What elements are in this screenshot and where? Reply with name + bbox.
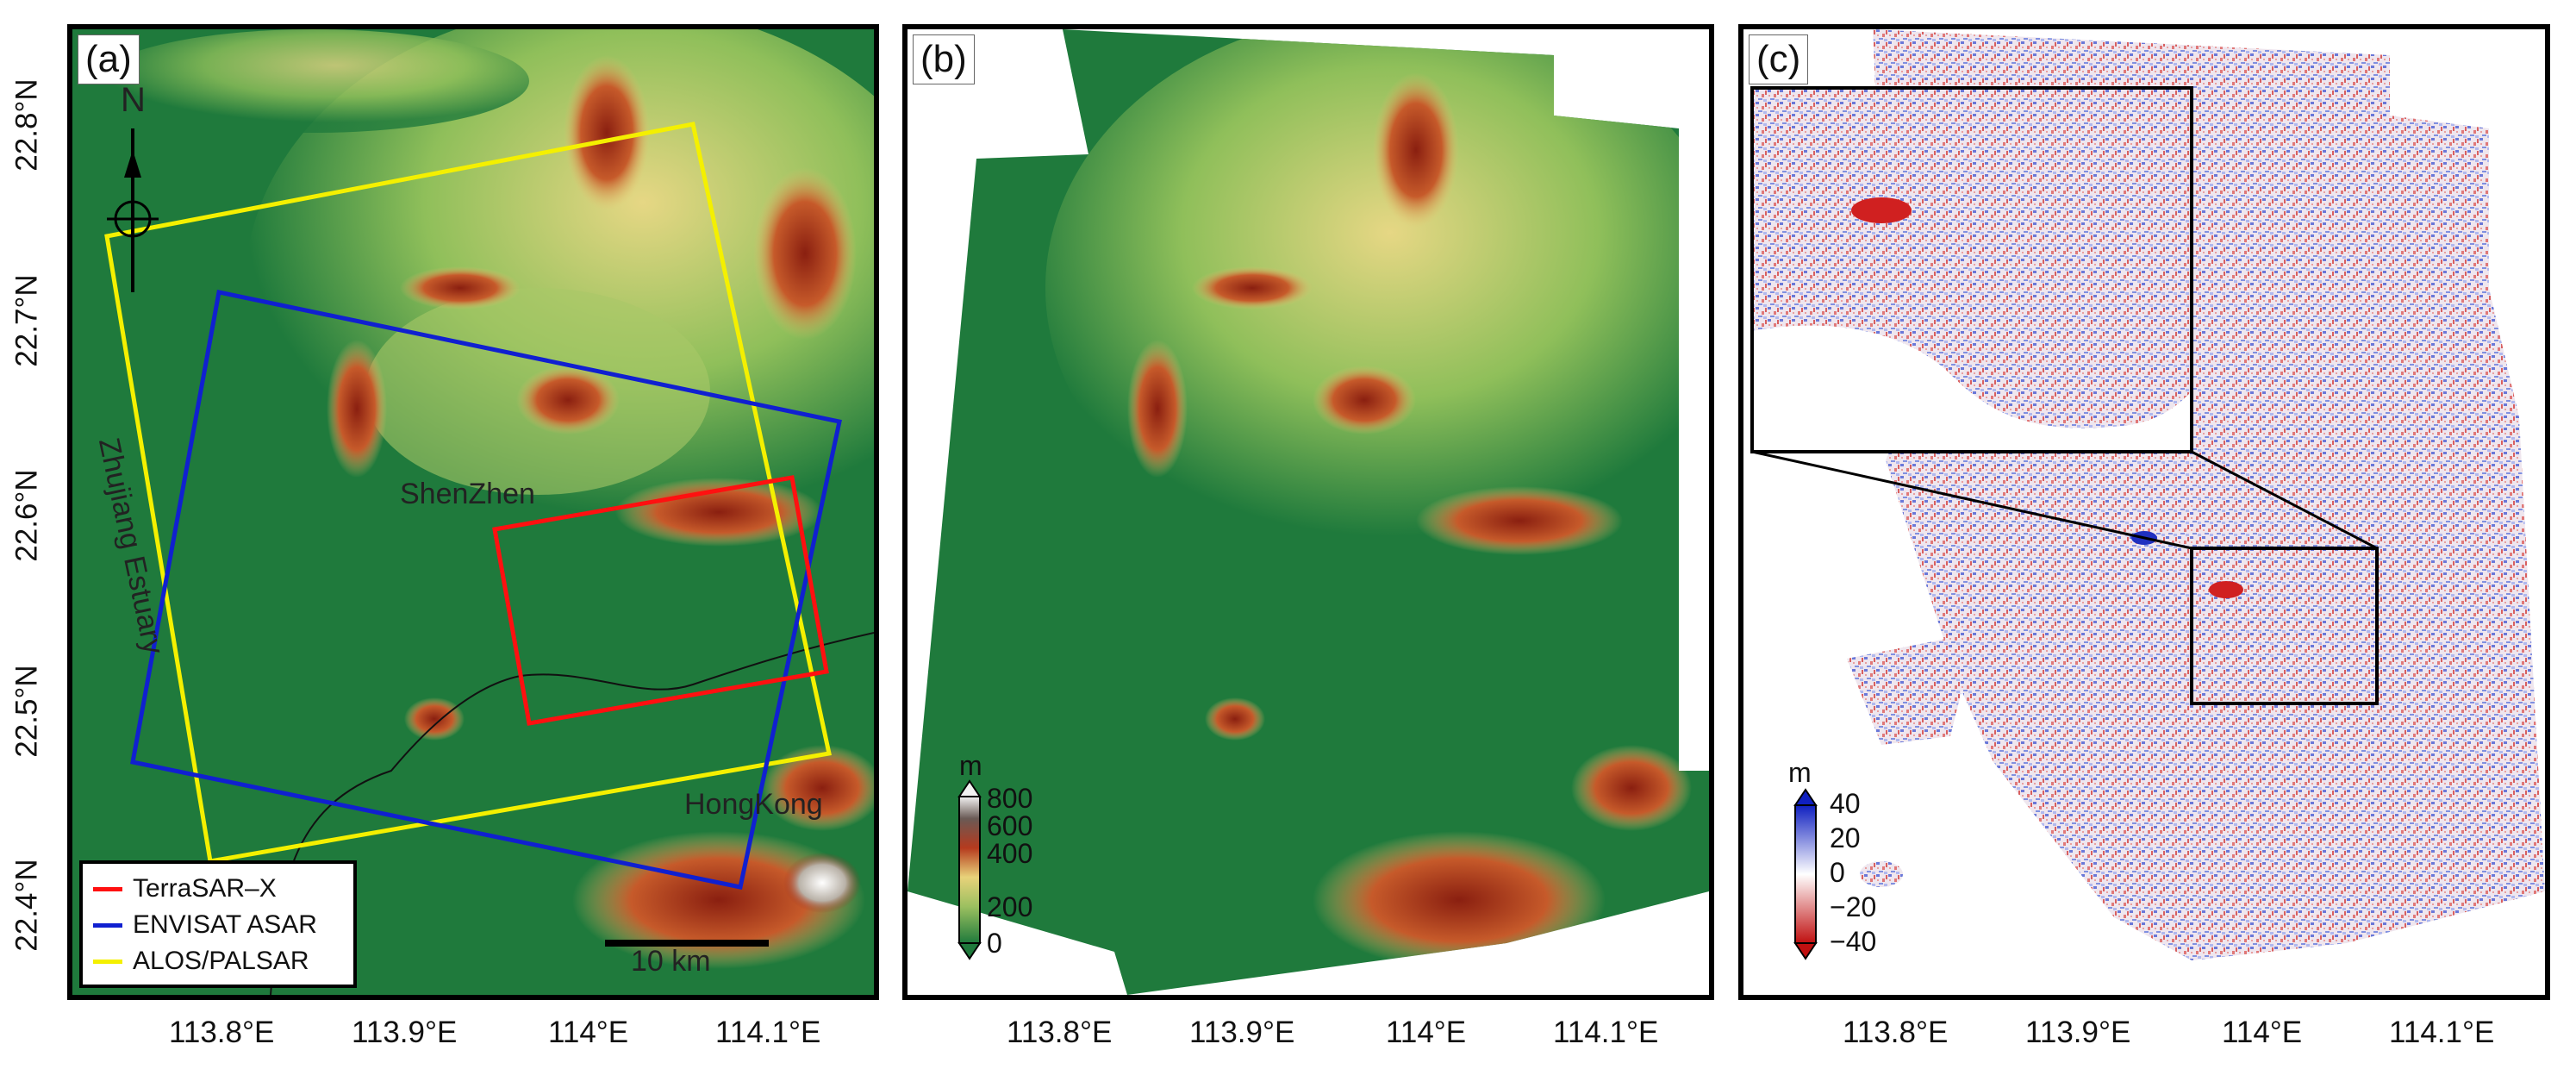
shenzhen-label: ShenZhen xyxy=(400,478,535,510)
scale-label: 10 km xyxy=(631,945,711,978)
panel-b-label: (b) xyxy=(913,34,975,84)
small-island-coverage xyxy=(1860,861,1903,887)
ridge-7 xyxy=(404,697,465,741)
x-tick-label: 114.1°E xyxy=(2389,1016,2495,1049)
panel-c-difference-map: (c) m 40 20 0 −20 −40 xyxy=(1738,24,2550,1000)
y-tick-label: 22.8°N xyxy=(9,78,44,172)
legend-swatch xyxy=(93,959,122,964)
difference-colorbar-unit: m xyxy=(1788,757,1812,788)
y-tick-label: 22.4°N xyxy=(9,859,44,952)
legend-swatch xyxy=(93,922,122,928)
inset-water-area xyxy=(1752,325,2192,452)
dem-ridge-3 xyxy=(1127,340,1188,478)
inset-frame xyxy=(1750,86,2193,453)
inset-connector-line-1 xyxy=(1751,450,2192,550)
ridge-6 xyxy=(400,266,521,309)
x-tick-label: 113.8°E xyxy=(1007,1016,1113,1049)
dem-coverage xyxy=(908,29,1709,995)
border-line xyxy=(270,632,874,995)
ridge-4 xyxy=(564,55,650,210)
x-tick-label: 113.9°E xyxy=(2025,1016,2131,1049)
x-tick-label: 114°E xyxy=(1386,1016,1467,1049)
dem-colorbar-min-arrow xyxy=(957,942,982,960)
legend-item: ENVISAT ASAR xyxy=(93,907,343,943)
negative-anomaly xyxy=(2209,581,2243,598)
terrasar-x-footprint xyxy=(492,475,829,726)
panel-c-label: (c) xyxy=(1749,34,1809,84)
y-tick-label: 22.7°N xyxy=(9,274,44,367)
dem-upland xyxy=(1045,29,1709,564)
y-tick-label: 22.6°N xyxy=(9,469,44,562)
west-island-coverage xyxy=(1847,633,1976,745)
y-tick-label: 22.5°N xyxy=(9,665,44,758)
difference-colorbar-tick: −20 xyxy=(1830,891,1877,922)
dem-colorbar xyxy=(958,796,981,944)
dem-colorbar-tick: 600 xyxy=(987,810,1033,841)
dem-colorbar-tick: 0 xyxy=(987,928,1002,959)
panel-c-map-svg xyxy=(1750,29,2545,960)
dem-ridge-hk xyxy=(1313,831,1606,969)
inset-connector-line-2 xyxy=(2191,450,2378,550)
dem-ridge-4 xyxy=(1373,72,1459,228)
panel-b-dem-map: (b) m 800 600 400 200 0 xyxy=(902,24,1714,1000)
x-tick-label: 114.1°E xyxy=(1553,1016,1659,1049)
dem-colorbar-tick: 400 xyxy=(987,838,1033,869)
hongkong-label: HongKong xyxy=(684,788,823,821)
inset-source-box xyxy=(2190,547,2379,705)
x-tick-label: 113.8°E xyxy=(1843,1016,1949,1049)
difference-colorbar-tick: −40 xyxy=(1830,926,1877,957)
panel-a-elevation-map: (a) N Zhujiang Estuary ShenZhen HongKong… xyxy=(67,24,879,1000)
ridge-1 xyxy=(516,366,620,434)
north-arrow-head xyxy=(124,150,141,178)
difference-colorbar-tick: 0 xyxy=(1830,857,1845,888)
legend-label: ALOS/PALSAR xyxy=(133,947,309,975)
alos-palsar-footprint xyxy=(104,122,832,864)
panel-b-map-svg xyxy=(908,29,1709,995)
dem-ridge-6 xyxy=(1205,697,1265,741)
panel-a-label: (a) xyxy=(78,34,140,84)
dem-ridge-1 xyxy=(1313,366,1416,434)
difference-colorbar-max-arrow xyxy=(1793,788,1818,806)
x-tick-label: 113.9°E xyxy=(1189,1016,1295,1049)
ridge-3 xyxy=(327,340,387,478)
dem-colorbar-tick: 200 xyxy=(987,891,1033,922)
north-label: N xyxy=(121,81,146,119)
difference-colorbar-tick: 40 xyxy=(1830,788,1861,819)
legend-swatch xyxy=(93,886,122,891)
legend-label: TerraSAR–X xyxy=(133,874,277,903)
ridge-hk-2 xyxy=(762,745,874,831)
x-tick-label: 114.1°E xyxy=(715,1016,821,1049)
inset-negative-anomaly xyxy=(1851,197,1912,223)
legend-item: ALOS/PALSAR xyxy=(93,943,343,979)
ridge-5 xyxy=(753,167,857,340)
north-terrain xyxy=(98,29,529,133)
envisat-asar-footprint xyxy=(130,290,842,890)
sensor-legend: TerraSAR–X ENVISAT ASAR ALOS/PALSAR xyxy=(79,860,357,988)
dem-colorbar-tick: 800 xyxy=(987,783,1033,814)
difference-colorbar-tick: 20 xyxy=(1830,822,1861,853)
x-tick-label: 113.8°E xyxy=(169,1016,275,1049)
dem-ridge-hk-2 xyxy=(1571,745,1692,831)
difference-colorbar xyxy=(1794,804,1817,944)
x-tick-label: 114°E xyxy=(548,1016,629,1049)
dem-colorbar-max-arrow xyxy=(957,779,982,797)
x-tick-label: 113.9°E xyxy=(352,1016,458,1049)
panel-a-map-svg xyxy=(72,29,874,995)
legend-item: TerraSAR–X xyxy=(93,871,343,907)
x-tick-label: 114°E xyxy=(2222,1016,2303,1049)
dem-colorbar-unit: m xyxy=(959,750,982,781)
dem-ridge-5 xyxy=(1192,266,1313,309)
ridge-2 xyxy=(615,478,822,547)
peak-white xyxy=(783,853,861,913)
difference-colorbar-min-arrow xyxy=(1793,942,1818,960)
dem-ridge-2 xyxy=(1416,486,1623,555)
legend-label: ENVISAT ASAR xyxy=(133,910,317,939)
